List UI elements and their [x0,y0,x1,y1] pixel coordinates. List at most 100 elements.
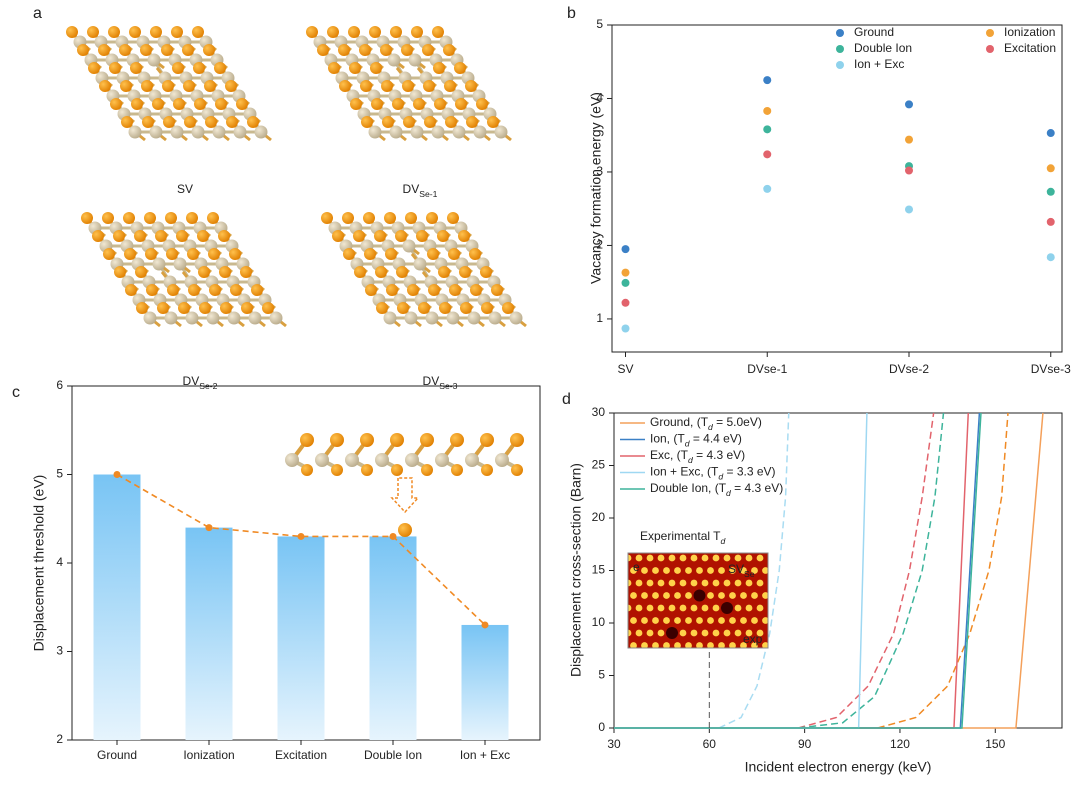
bright-spot [729,592,736,599]
se-atom [209,284,221,296]
se-atom [134,230,146,242]
dashed-curve [877,412,1009,729]
point [905,205,913,214]
legend-label: Exc, (Td = 4.3 eV) [650,448,745,465]
se-atom [136,302,148,314]
bright-spot [762,642,768,648]
bright-spot [674,592,681,599]
mo-atom [387,53,401,67]
point [905,166,913,175]
y-axis-label: Displacement threshold (eV) [31,475,47,652]
se-atom [113,230,125,242]
se-atom [188,284,200,296]
se-atom [434,98,446,110]
bright-spot [635,629,643,637]
se-atom [332,230,344,242]
se-atom [369,26,381,38]
se-atom [381,80,393,92]
bright-spot [652,592,659,599]
bright-spot [762,567,768,574]
mo-atom [431,125,445,139]
se-atom [208,248,220,260]
bright-spot [734,604,742,612]
point [389,532,397,540]
text-part: DV [423,374,440,388]
se-atom [370,62,382,74]
point [205,524,213,532]
bright-spot [652,642,659,648]
point [1046,253,1055,262]
text-part: Double Ion, (T [650,481,727,495]
mo-atom [389,125,403,139]
se-atom [331,464,343,476]
bar [369,536,417,740]
legend-label: Ion + Exc, (Td = 3.3 eV) [650,465,776,482]
panel-label: d [562,391,571,408]
se-atom [371,98,383,110]
mo-atom [164,311,178,325]
bright-spot [712,554,720,562]
se-atom [215,98,227,110]
se-atom [432,26,444,38]
bright-spot [679,604,687,612]
bright-spot [628,629,632,637]
mo-atom [315,453,329,467]
text-part: d [720,536,726,546]
se-atom [439,302,451,314]
se-atom [198,266,210,278]
bright-spot [663,592,670,599]
bright-spot [630,642,637,648]
lattice [306,26,512,142]
se-atom [405,212,417,224]
bright-spot [652,567,659,574]
se-atom [416,230,428,242]
se-atom [163,116,175,128]
bright-spot [679,579,687,587]
se-atom [365,284,377,296]
dashed-curve [798,412,945,729]
point [763,76,772,85]
bright-spot [729,617,736,624]
se-atom [480,433,494,447]
se-atom [433,62,445,74]
se-atom [194,98,206,110]
se-atom [330,433,344,447]
se-atom [240,266,252,278]
bright-spot [756,629,764,637]
se-atom [87,26,99,38]
bright-spot [628,579,632,587]
se-atom [120,80,132,92]
bright-spot [756,579,764,587]
se-atom [382,116,394,128]
bright-spot [679,629,687,637]
se-atom [161,44,173,56]
se-atom [119,44,131,56]
se-atom [448,248,460,260]
bright-spot [679,554,687,562]
mo-atom [285,453,299,467]
bright-spot [756,604,764,612]
mo-atom [402,239,416,253]
se-atom [364,248,376,260]
x-tick-label: Double Ion [364,748,422,762]
structure-label: DVSe-2 [183,374,218,391]
bright-spot [701,604,709,612]
text-part: Experimental T [640,529,721,543]
mo-atom [233,125,247,139]
mo-atom [206,311,220,325]
se-atom [348,26,360,38]
y-tick-label: 6 [56,378,63,392]
bright-spot [734,554,742,562]
se-atom [428,284,440,296]
se-atom [391,464,403,476]
text-part: SV [728,562,744,576]
legend-marker [836,45,844,53]
se-atom [145,248,157,260]
se-atom [155,230,167,242]
point [1046,129,1055,138]
point [905,135,913,144]
se-atom [165,212,177,224]
se-atom [427,248,439,260]
mo-atom [488,311,502,325]
bright-spot [734,629,742,637]
